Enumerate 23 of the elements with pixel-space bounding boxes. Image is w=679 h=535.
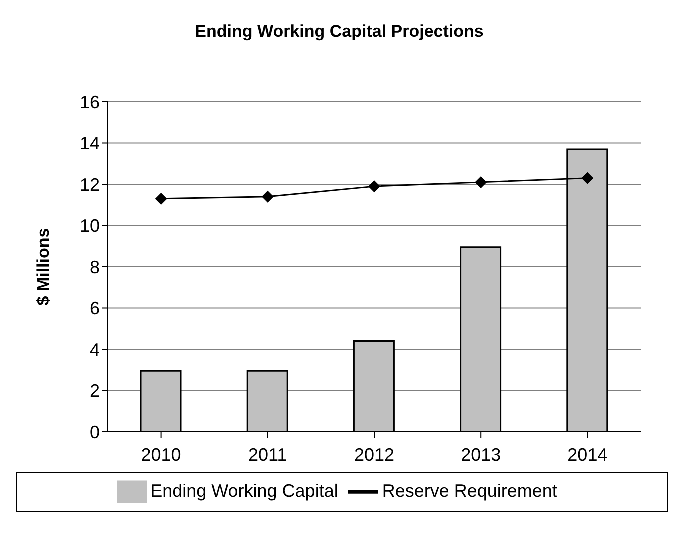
point [475,176,488,188]
chart-title: Ending Working Capital Projections [194,22,485,43]
y-tick-label: 12 [80,174,100,195]
y-tick-label: 4 [90,340,100,360]
legend-label: Ending Working Capital [150,480,338,501]
y-tick-label: 14 [80,134,100,154]
y-tick-label: 16 [80,92,100,112]
y-tick-label: 10 [80,216,100,236]
y-tick-label: 8 [90,257,100,278]
x-tick-label: 2012 [354,444,395,465]
legend-label: Reserve Requirement [382,480,558,501]
point [368,180,380,193]
point [155,192,168,205]
x-tick-label: 2013 [461,444,502,465]
x-tick-label: 2010 [141,444,182,465]
point [582,172,594,184]
y-tick-label: 0 [90,422,100,442]
x-tick-label: 2014 [568,444,608,465]
y-tick-label: 6 [90,298,100,319]
x-tick-label: 2011 [248,444,288,465]
point [262,190,274,203]
y-axis-title: $ Millions [34,228,54,306]
y-tick-label: 2 [90,381,100,402]
